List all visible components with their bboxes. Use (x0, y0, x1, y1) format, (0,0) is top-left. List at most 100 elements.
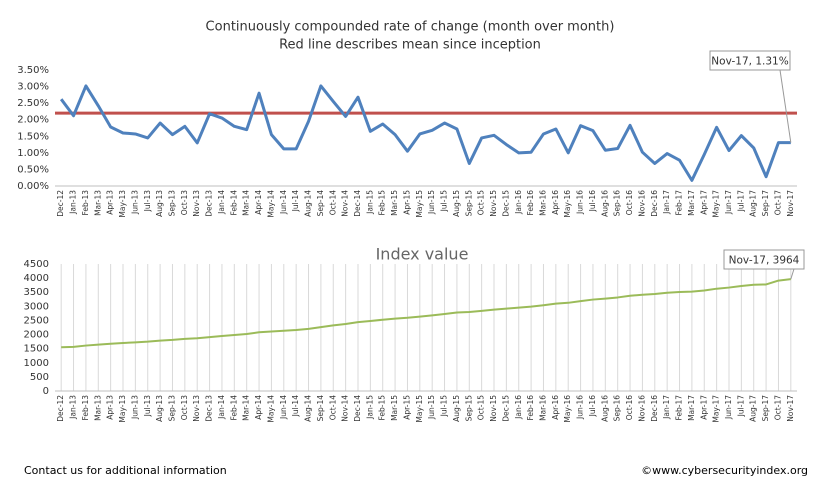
x-tick-label: Dec-12 (56, 395, 65, 422)
x-tick-label: May-15 (415, 395, 424, 423)
x-tick-label: Aug-16 (600, 395, 609, 422)
x-tick-label: Dec-13 (205, 395, 214, 422)
x-tick-label: Jan-14 (217, 190, 226, 215)
x-tick-label: May-13 (118, 190, 127, 218)
x-tick-label: Nov-13 (192, 395, 201, 422)
x-tick-label: Oct-13 (180, 395, 189, 420)
chart-title: Continuously compounded rate of change (… (206, 20, 615, 35)
x-tick-label: Feb-14 (229, 395, 238, 421)
x-tick-label: Jul-14 (291, 395, 300, 418)
x-tick-label: Feb-16 (526, 395, 535, 421)
x-tick-label: Nov-16 (637, 395, 646, 422)
y-tick-label: 3000 (24, 301, 49, 312)
x-tick-label: Sep-14 (316, 190, 325, 217)
annotation-box (723, 249, 805, 270)
x-tick-label: Apr-14 (254, 395, 263, 420)
x-tick-label: Oct-16 (625, 190, 634, 215)
x-tick-label: Oct-15 (477, 190, 486, 215)
x-tick-label: Nov-17 (786, 395, 795, 422)
x-tick-label: Apr-14 (254, 190, 263, 215)
x-tick-label: Apr-17 (699, 395, 708, 420)
x-tick-label: Sep-16 (613, 190, 622, 217)
x-tick-label: Aug-15 (452, 395, 461, 422)
y-tick-label: 500 (30, 372, 49, 383)
x-tick-label: Feb-15 (378, 395, 387, 421)
x-tick-label: Jun-16 (576, 190, 585, 215)
x-tick-label: May-15 (415, 190, 424, 218)
x-tick-label: Mar-14 (242, 190, 251, 216)
x-tick-label: Mar-16 (538, 395, 547, 421)
x-tick-label: Apr-16 (551, 395, 560, 420)
x-tick-label: Jul-14 (291, 190, 300, 213)
x-tick-label: Aug-14 (304, 395, 313, 422)
x-tick-label: Jun-13 (130, 395, 139, 420)
data-line (59, 84, 791, 182)
annotation: Nov-17, 3964 (729, 255, 800, 267)
x-tick-label: Apr-15 (402, 190, 411, 215)
x-tick-label: Jul-13 (143, 395, 152, 418)
x-tick-label: Jun-15 (427, 395, 436, 420)
y-tick-label: 2.50% (17, 98, 49, 109)
x-tick-label: Jan-15 (365, 395, 374, 420)
x-tick-label: Apr-15 (402, 395, 411, 420)
x-tick-label: Dec-15 (501, 395, 510, 422)
x-tick-label: Aug-14 (304, 190, 313, 217)
annotation-box (709, 50, 791, 71)
y-tick-label: 0 (43, 386, 49, 397)
x-tick-label: Sep-17 (761, 190, 770, 217)
x-tick-label: Feb-13 (81, 395, 90, 421)
x-tick-label: Mar-15 (390, 190, 399, 216)
x-tick-label: Jan-16 (514, 395, 523, 420)
x-tick-label: Jan-15 (365, 190, 374, 215)
x-tick-label: Nov-14 (341, 395, 350, 422)
x-tick-label: Mar-15 (390, 395, 399, 421)
x-tick-label: Nov-14 (341, 190, 350, 217)
x-tick-label: Oct-17 (773, 395, 782, 420)
x-tick-label: May-17 (712, 395, 721, 423)
x-tick-label: Apr-13 (106, 190, 115, 215)
x-tick-label: Jul-13 (143, 190, 152, 213)
x-tick-label: Dec-14 (353, 190, 362, 217)
x-tick-label: Mar-14 (242, 395, 251, 421)
x-tick-label: May-17 (712, 190, 721, 218)
x-tick-label: Jul-16 (588, 190, 597, 213)
x-tick-label: Oct-13 (180, 190, 189, 215)
x-tick-label: Apr-16 (551, 190, 560, 215)
x-tick-label: Aug-16 (600, 190, 609, 217)
x-tick-label: Apr-17 (699, 190, 708, 215)
x-tick-label: Jul-15 (440, 395, 449, 418)
x-tick-label: Mar-13 (93, 190, 102, 216)
x-tick-label: Feb-17 (675, 395, 684, 421)
chart-title: Index value (376, 245, 469, 264)
x-tick-label: Dec-15 (501, 190, 510, 217)
y-tick-label: 1500 (24, 344, 49, 355)
x-tick-label: Oct-14 (328, 395, 337, 420)
x-tick-label: Jun-16 (576, 395, 585, 420)
x-tick-label: Nov-15 (489, 395, 498, 422)
x-tick-label: Sep-15 (464, 190, 473, 217)
y-tick-label: 3.50% (17, 65, 49, 76)
x-tick-label: Mar-17 (687, 395, 696, 421)
x-tick-label: Aug-13 (155, 395, 164, 422)
x-tick-label: Dec-16 (650, 190, 659, 217)
x-tick-label: Jun-13 (130, 190, 139, 215)
data-line (61, 278, 791, 349)
x-tick-label: Jan-13 (69, 190, 78, 215)
x-tick-label: May-13 (118, 395, 127, 423)
y-tick-label: 1.00% (17, 148, 49, 159)
annotation-leader (790, 268, 795, 280)
x-tick-label: Sep-13 (167, 395, 176, 422)
x-tick-label: Jul-17 (736, 190, 745, 213)
x-tick-label: Feb-14 (229, 190, 238, 216)
x-tick-label: Sep-16 (613, 395, 622, 422)
x-tick-label: Nov-16 (637, 190, 646, 217)
footer-contact: Contact us for additional information (24, 464, 227, 477)
x-tick-label: Jul-15 (440, 190, 449, 213)
x-tick-label: Jan-17 (662, 395, 671, 420)
y-tick-label: 0.50% (17, 164, 49, 175)
x-tick-label: Apr-13 (106, 395, 115, 420)
y-tick-label: 2000 (24, 330, 49, 341)
x-tick-label: Aug-17 (749, 395, 758, 422)
y-tick-label: 3500 (24, 287, 49, 298)
x-tick-label: Jun-17 (724, 190, 733, 215)
